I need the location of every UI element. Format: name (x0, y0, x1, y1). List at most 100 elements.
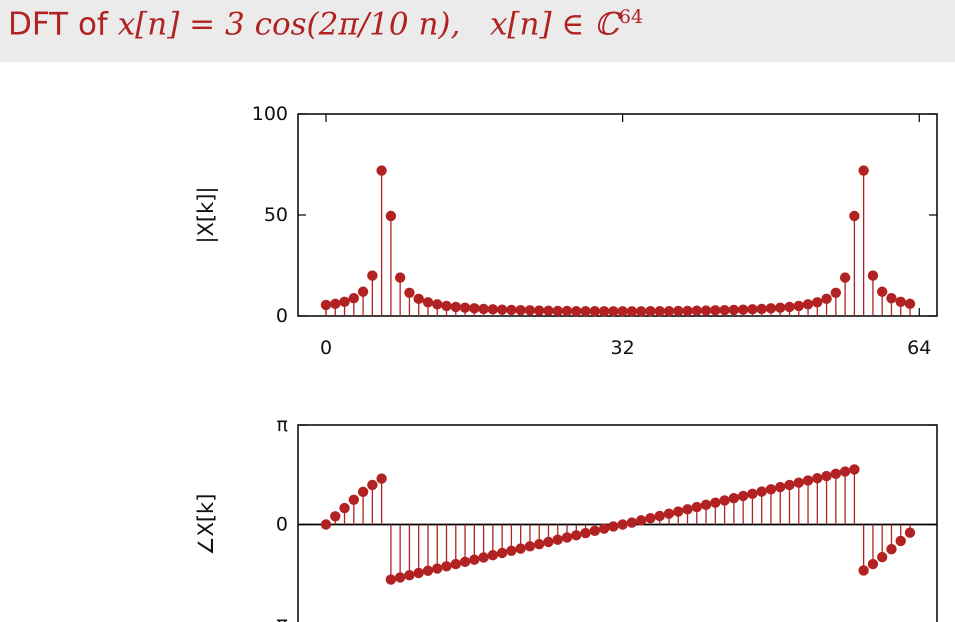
data-point (784, 301, 795, 313)
data-point (339, 296, 350, 308)
data-point (830, 468, 842, 480)
data-point (320, 519, 332, 530)
data-point (775, 481, 786, 493)
phase-plot: π 0 −π ∠X[k] (194, 414, 938, 622)
y-axis-label: ∠X[k] (194, 494, 218, 556)
data-point (747, 488, 758, 499)
data-point (895, 296, 906, 308)
data-point (469, 303, 480, 314)
data-point (496, 547, 508, 559)
data-point (673, 506, 684, 517)
data-point (459, 302, 471, 313)
data-point (404, 569, 415, 581)
y-tick-label: π (277, 414, 288, 436)
data-point (663, 305, 675, 317)
data-point (626, 517, 638, 528)
data-point (710, 497, 721, 508)
data-point (849, 210, 860, 222)
data-point (524, 305, 536, 316)
data-point (756, 303, 767, 315)
data-point (376, 165, 387, 176)
title-bar: DFT of x[n] = 3 cos(2π/10 n), x[n] ∈ ℂ64 (0, 0, 955, 62)
data-point (441, 300, 452, 312)
data-point (830, 287, 842, 298)
data-point (691, 305, 702, 316)
data-point (691, 501, 702, 513)
data-point (710, 305, 721, 316)
magnitude-plot: 0 50 100 0 32 64 |X[k]| (194, 103, 938, 359)
data-point (867, 270, 879, 281)
plot-frame (297, 424, 938, 622)
data-point (793, 300, 804, 312)
data-point (432, 563, 443, 574)
data-point (728, 304, 740, 316)
data-point (756, 486, 767, 497)
x-tick-label: 64 (907, 337, 931, 359)
data-point (839, 272, 851, 283)
data-point (876, 551, 888, 563)
y-tick-label: 0 (276, 514, 288, 536)
data-point (515, 304, 526, 316)
data-point (348, 494, 360, 505)
data-point (450, 558, 461, 570)
title-domain-exponent: 64 (618, 6, 644, 28)
title-signal: x[n] = 3 cos(2π/10 n), (117, 6, 461, 43)
data-point (534, 538, 545, 550)
data-point (367, 479, 378, 491)
data-point (775, 302, 786, 313)
x-tick-label: 0 (320, 337, 332, 359)
data-point (765, 303, 777, 314)
data-point (719, 304, 730, 316)
data-point (561, 532, 573, 543)
data-point (812, 473, 823, 484)
data-point (617, 519, 628, 530)
data-point (821, 293, 832, 305)
data-point (394, 572, 406, 583)
data-point (571, 305, 582, 317)
data-point (904, 298, 916, 310)
data-point (858, 165, 869, 176)
data-point (849, 464, 860, 475)
data-point (478, 552, 489, 563)
y-tick-label: 0 (276, 305, 288, 327)
data-point (552, 534, 563, 545)
data-point (784, 479, 795, 491)
data-point (635, 515, 647, 526)
data-point (886, 293, 897, 304)
y-tick-label: 100 (252, 103, 288, 125)
data-point (320, 299, 332, 311)
data-point (747, 304, 758, 315)
data-point (571, 530, 582, 541)
data-point (645, 305, 656, 317)
slide-title: DFT of x[n] = 3 cos(2π/10 n), x[n] ∈ ℂ64 (8, 6, 643, 42)
data-point (719, 495, 730, 506)
data-point (330, 298, 341, 310)
data-point (663, 508, 675, 519)
data-point (441, 561, 452, 572)
data-point (580, 305, 591, 317)
x-tick-label: 32 (611, 337, 635, 359)
data-point (793, 477, 804, 488)
data-point (580, 527, 591, 539)
data-point (561, 305, 573, 317)
data-point (506, 545, 517, 556)
data-point (812, 297, 823, 308)
data-point (654, 510, 665, 522)
data-point (589, 525, 601, 537)
data-point (645, 512, 656, 524)
data-point (404, 287, 415, 298)
data-point (821, 470, 832, 482)
data-point (895, 535, 906, 547)
data-point (413, 293, 424, 305)
data-point (589, 305, 601, 317)
data-point (422, 297, 434, 308)
data-point (635, 306, 647, 317)
y-tick-label: −π (261, 613, 288, 622)
data-point (737, 490, 749, 502)
data-point (534, 305, 545, 316)
data-point (626, 306, 638, 317)
data-point (330, 511, 341, 522)
data-point (413, 567, 424, 579)
data-point (506, 304, 517, 316)
